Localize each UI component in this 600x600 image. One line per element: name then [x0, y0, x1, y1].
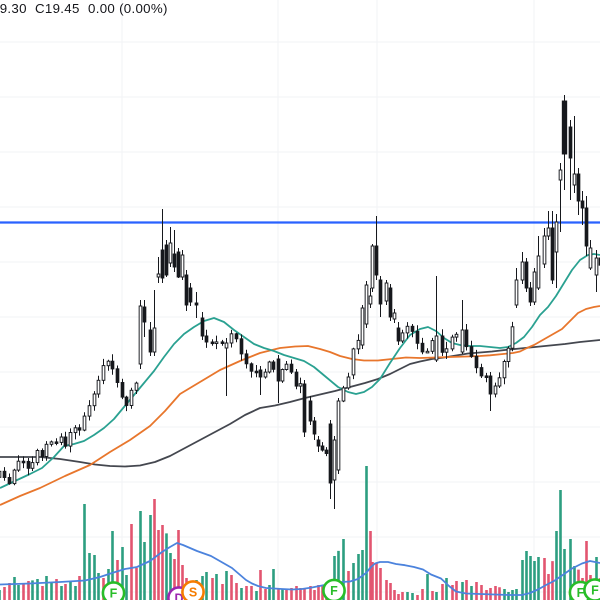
- svg-text:F: F: [110, 587, 118, 600]
- svg-text:F: F: [330, 584, 338, 598]
- svg-text:0.00 (0.00%): 0.00 (0.00%): [88, 1, 168, 16]
- svg-text:F: F: [591, 584, 599, 598]
- svg-text:C19.45: C19.45: [35, 1, 80, 16]
- svg-text:19.30: 19.30: [0, 1, 27, 16]
- svg-text:F: F: [577, 586, 585, 600]
- svg-text:D: D: [174, 592, 183, 600]
- svg-text:S: S: [189, 586, 197, 600]
